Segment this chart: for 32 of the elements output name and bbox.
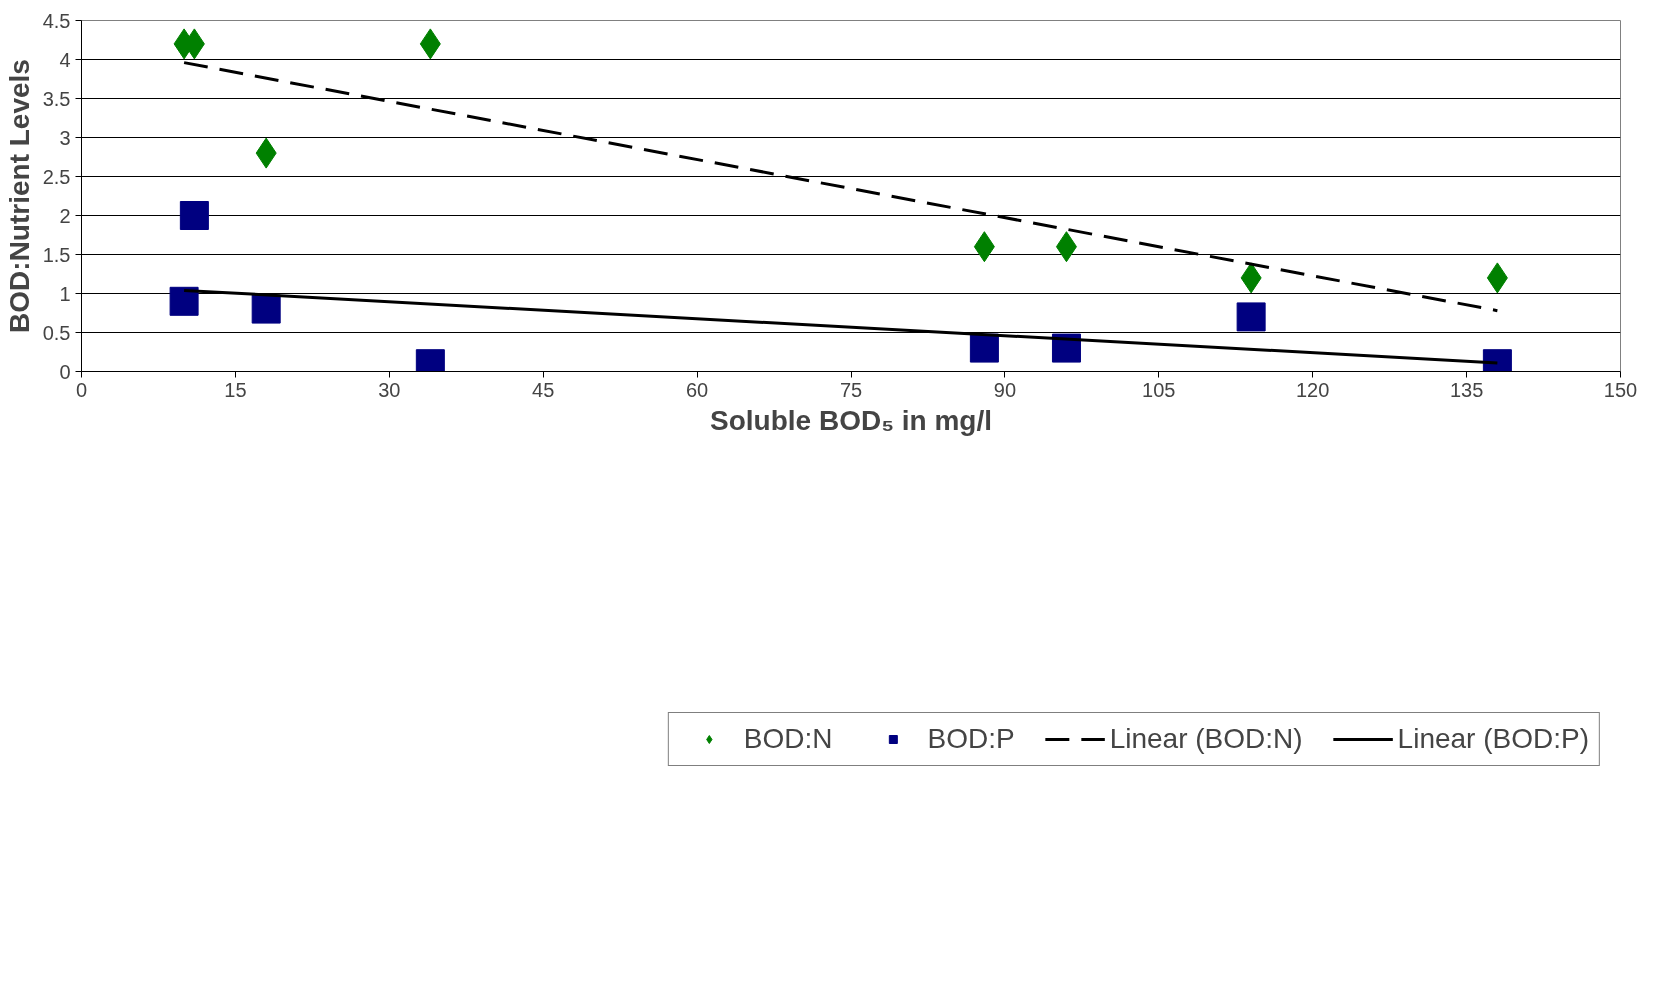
x-tick-label: 45 — [532, 378, 555, 401]
x-tick-label: 60 — [685, 378, 709, 401]
legend-label: BOD:N — [743, 723, 833, 755]
y-tick-label: 2 — [59, 204, 71, 227]
y-tick-label: 2.5 — [42, 165, 71, 188]
y-tick-label: 1 — [59, 282, 71, 305]
y-tick-label: 0 — [59, 360, 71, 383]
legend-label: BOD:P — [927, 723, 1015, 755]
point — [169, 286, 199, 316]
x-tick-label: 15 — [224, 378, 247, 401]
x-tick-label: 105 — [1142, 378, 1176, 401]
point — [251, 294, 281, 324]
legend-label: Linear (BOD:P) — [1397, 723, 1589, 755]
point — [1236, 302, 1266, 332]
y-tick-label: 1.5 — [42, 243, 71, 266]
point — [179, 201, 209, 230]
x-tick-label: 0 — [75, 378, 88, 401]
x-tick-label: 135 — [1449, 378, 1484, 401]
y-axis-title: BOD:Nutrient Levels — [3, 59, 35, 333]
x-tick-label: 30 — [378, 378, 401, 401]
point — [969, 333, 999, 363]
y-tick-label: 4.5 — [42, 9, 71, 32]
x-axis-title: Soluble BOD₅ in mg/l — [710, 404, 992, 436]
x-tick-label: 150 — [1603, 378, 1638, 401]
legend-label: Linear (BOD:N) — [1109, 723, 1303, 755]
y-tick-label: 3.5 — [42, 87, 71, 110]
x-tick-label: 90 — [993, 378, 1017, 401]
x-tick-label: 120 — [1296, 378, 1330, 401]
y-tick-label: 3 — [59, 126, 71, 149]
x-tick-label: 75 — [839, 378, 863, 401]
y-tick-label: 0.5 — [42, 321, 71, 344]
y-tick-label: 4 — [59, 48, 71, 71]
